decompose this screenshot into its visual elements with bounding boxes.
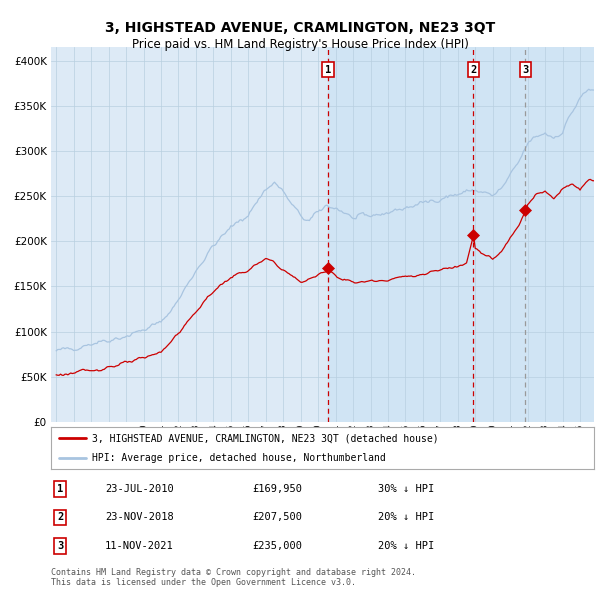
Bar bbox=[328, 47, 594, 422]
Text: 3, HIGHSTEAD AVENUE, CRAMLINGTON, NE23 3QT: 3, HIGHSTEAD AVENUE, CRAMLINGTON, NE23 3… bbox=[105, 21, 495, 35]
Text: 1: 1 bbox=[57, 484, 63, 494]
Text: 11-NOV-2021: 11-NOV-2021 bbox=[105, 541, 174, 550]
Text: 3, HIGHSTEAD AVENUE, CRAMLINGTON, NE23 3QT (detached house): 3, HIGHSTEAD AVENUE, CRAMLINGTON, NE23 3… bbox=[92, 434, 439, 444]
Text: 3: 3 bbox=[57, 541, 63, 550]
Text: Price paid vs. HM Land Registry's House Price Index (HPI): Price paid vs. HM Land Registry's House … bbox=[131, 38, 469, 51]
Text: 23-JUL-2010: 23-JUL-2010 bbox=[105, 484, 174, 494]
Text: Contains HM Land Registry data © Crown copyright and database right 2024.
This d: Contains HM Land Registry data © Crown c… bbox=[51, 568, 416, 587]
Text: 20% ↓ HPI: 20% ↓ HPI bbox=[378, 513, 434, 522]
Text: 2: 2 bbox=[57, 513, 63, 522]
Bar bbox=[51, 47, 328, 422]
Text: 2: 2 bbox=[470, 65, 476, 75]
Text: £235,000: £235,000 bbox=[252, 541, 302, 550]
Text: 20% ↓ HPI: 20% ↓ HPI bbox=[378, 541, 434, 550]
Text: 1: 1 bbox=[325, 65, 331, 75]
Text: 23-NOV-2018: 23-NOV-2018 bbox=[105, 513, 174, 522]
Text: HPI: Average price, detached house, Northumberland: HPI: Average price, detached house, Nort… bbox=[92, 453, 385, 463]
Text: 30% ↓ HPI: 30% ↓ HPI bbox=[378, 484, 434, 494]
Text: 3: 3 bbox=[522, 65, 529, 75]
Text: £207,500: £207,500 bbox=[252, 513, 302, 522]
Text: £169,950: £169,950 bbox=[252, 484, 302, 494]
